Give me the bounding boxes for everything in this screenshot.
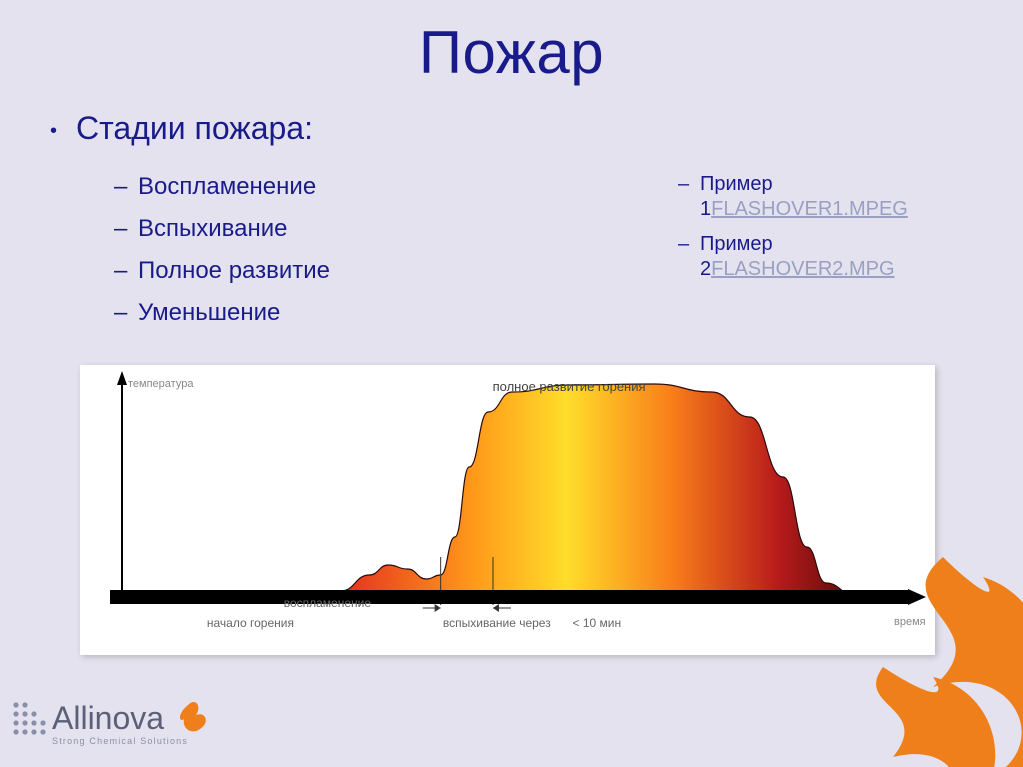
chart-svg: температуравремяполное развитие горенияв… <box>80 365 935 655</box>
chart-bottom-label: начало горения <box>207 616 294 630</box>
logo-svg: Allinova Strong Chemical Solutions <box>10 689 250 757</box>
flame-decoration-svg <box>823 547 1023 767</box>
svg-text:Strong Chemical Solutions: Strong Chemical Solutions <box>52 736 188 746</box>
svg-text:Allinova: Allinova <box>52 700 164 736</box>
y-axis-label: температура <box>128 378 194 390</box>
example-item: Пример 1FLASHOVER1.MPEG <box>700 172 970 222</box>
chart-bottom-value: < 10 мин <box>573 616 622 630</box>
chart-region-label: воспламенение <box>284 596 372 610</box>
stage-item: Уменьшение <box>138 299 510 327</box>
example-item: Пример 2FLASHOVER2.MPG <box>700 232 970 282</box>
example-link[interactable]: FLASHOVER1.MPEG <box>711 198 908 220</box>
flame-decoration <box>823 547 1023 767</box>
stage-item: Полное развитие <box>138 257 510 285</box>
fire-stages-chart: температуравремяполное развитие горенияв… <box>80 365 935 655</box>
brand-logo: Allinova Strong Chemical Solutions <box>10 689 250 757</box>
example-link[interactable]: FLASHOVER2.MPG <box>711 258 894 280</box>
chart-bottom-label: вспыхивание через <box>443 616 551 630</box>
right-column: Пример 1FLASHOVER1.MPEG Пример 2FLASHOVE… <box>670 172 970 292</box>
stage-item: Воспламенение <box>138 173 510 201</box>
section-heading: Стадии пожара: <box>76 110 510 147</box>
page-title: Пожар <box>0 0 1023 87</box>
stage-item: Вспыхивание <box>138 215 510 243</box>
left-column: Стадии пожара: Воспламенение Вспыхивание… <box>50 110 510 341</box>
chart-top-label: полное развитие горения <box>493 379 646 394</box>
